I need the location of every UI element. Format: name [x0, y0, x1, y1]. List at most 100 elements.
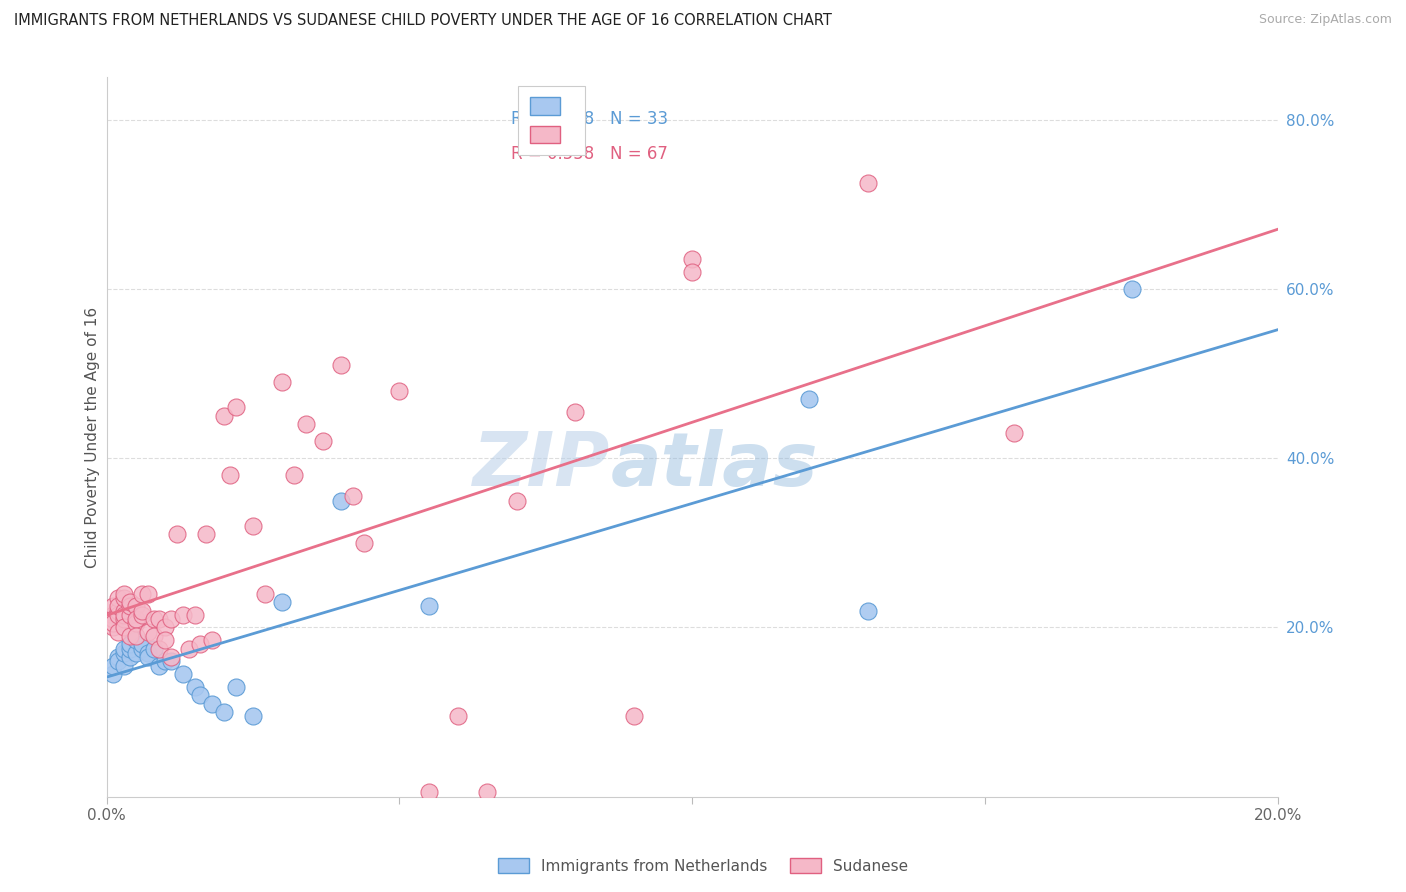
Point	[283, 468, 305, 483]
Point	[856, 603, 879, 617]
Point	[201, 697, 224, 711]
Point	[101, 599, 124, 614]
Point	[112, 646, 135, 660]
Point	[107, 599, 129, 614]
Point	[107, 654, 129, 668]
Point	[120, 629, 142, 643]
Point	[212, 409, 235, 423]
Point	[101, 607, 124, 622]
Point	[107, 603, 129, 617]
Point	[125, 629, 148, 643]
Point	[131, 586, 153, 600]
Point	[242, 709, 264, 723]
Text: IMMIGRANTS FROM NETHERLANDS VS SUDANESE CHILD POVERTY UNDER THE AGE OF 16 CORREL: IMMIGRANTS FROM NETHERLANDS VS SUDANESE …	[14, 13, 832, 29]
Point	[112, 603, 135, 617]
Point	[125, 599, 148, 614]
Text: Source: ZipAtlas.com: Source: ZipAtlas.com	[1258, 13, 1392, 27]
Point	[253, 586, 276, 600]
Point	[131, 637, 153, 651]
Point	[418, 599, 440, 614]
Point	[120, 595, 142, 609]
Legend: Immigrants from Netherlands, Sudanese: Immigrants from Netherlands, Sudanese	[492, 852, 914, 880]
Point	[225, 680, 247, 694]
Point	[155, 633, 177, 648]
Point	[101, 616, 124, 631]
Point	[183, 607, 205, 622]
Point	[312, 434, 335, 449]
Point	[505, 493, 527, 508]
Point	[160, 650, 183, 665]
Point	[183, 680, 205, 694]
Point	[125, 616, 148, 631]
Point	[101, 658, 124, 673]
Point	[142, 629, 165, 643]
Point	[148, 658, 170, 673]
Point	[120, 607, 142, 622]
Point	[342, 489, 364, 503]
Point	[136, 586, 159, 600]
Point	[564, 405, 586, 419]
Point	[112, 658, 135, 673]
Point	[177, 641, 200, 656]
Point	[131, 641, 153, 656]
Point	[1121, 282, 1143, 296]
Point	[681, 265, 703, 279]
Text: R = 0.558   N = 67: R = 0.558 N = 67	[510, 145, 668, 163]
Point	[101, 620, 124, 634]
Point	[120, 637, 142, 651]
Point	[120, 650, 142, 665]
Point	[112, 612, 135, 626]
Point	[225, 401, 247, 415]
Point	[112, 620, 135, 634]
Point	[477, 785, 499, 799]
Point	[172, 607, 194, 622]
Point	[242, 519, 264, 533]
Point	[142, 641, 165, 656]
Point	[142, 612, 165, 626]
Point	[101, 612, 124, 626]
Point	[1002, 425, 1025, 440]
Point	[148, 641, 170, 656]
Point	[195, 527, 218, 541]
Point	[681, 252, 703, 267]
Point	[112, 641, 135, 656]
Point	[166, 527, 188, 541]
Point	[190, 637, 212, 651]
Point	[271, 375, 294, 389]
Point	[160, 612, 183, 626]
Point	[148, 612, 170, 626]
Point	[112, 591, 135, 605]
Point	[190, 688, 212, 702]
Point	[172, 667, 194, 681]
Point	[136, 624, 159, 639]
Point	[388, 384, 411, 398]
Point	[101, 667, 124, 681]
Point	[125, 646, 148, 660]
Point	[160, 654, 183, 668]
Point	[107, 624, 129, 639]
Point	[131, 607, 153, 622]
Point	[112, 607, 135, 622]
Point	[329, 493, 352, 508]
Point	[107, 650, 129, 665]
Point	[136, 646, 159, 660]
Point	[329, 358, 352, 372]
Point	[136, 650, 159, 665]
Point	[107, 607, 129, 622]
Point	[212, 705, 235, 719]
Point	[201, 633, 224, 648]
Point	[107, 591, 129, 605]
Y-axis label: Child Poverty Under the Age of 16: Child Poverty Under the Age of 16	[86, 307, 100, 567]
Point	[120, 641, 142, 656]
Point	[125, 612, 148, 626]
Point	[155, 654, 177, 668]
Point	[112, 586, 135, 600]
Point	[120, 599, 142, 614]
Point	[125, 633, 148, 648]
Point	[799, 392, 821, 406]
Point	[856, 176, 879, 190]
Point	[623, 709, 645, 723]
Point	[294, 417, 316, 432]
Point	[271, 595, 294, 609]
Text: R = 0.758   N = 33: R = 0.758 N = 33	[510, 110, 668, 128]
